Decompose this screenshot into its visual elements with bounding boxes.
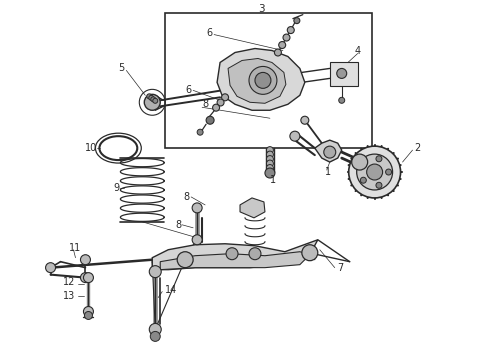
Circle shape bbox=[267, 165, 273, 171]
Bar bbox=[330, 62, 358, 86]
Circle shape bbox=[349, 146, 400, 198]
Circle shape bbox=[46, 263, 55, 273]
Polygon shape bbox=[240, 198, 265, 218]
Circle shape bbox=[192, 235, 202, 245]
Text: 12: 12 bbox=[63, 276, 75, 287]
Circle shape bbox=[265, 168, 275, 178]
Text: 1: 1 bbox=[270, 175, 276, 185]
Text: 13: 13 bbox=[63, 291, 75, 301]
Circle shape bbox=[206, 116, 214, 124]
Text: 10: 10 bbox=[84, 143, 97, 153]
Circle shape bbox=[386, 169, 392, 175]
Circle shape bbox=[84, 311, 93, 319]
Circle shape bbox=[80, 273, 91, 283]
Polygon shape bbox=[315, 140, 342, 162]
Circle shape bbox=[357, 154, 392, 190]
Circle shape bbox=[367, 164, 383, 180]
Circle shape bbox=[83, 306, 94, 316]
Circle shape bbox=[267, 151, 273, 158]
Circle shape bbox=[339, 97, 345, 103]
Polygon shape bbox=[152, 240, 318, 270]
Circle shape bbox=[149, 323, 161, 336]
Circle shape bbox=[294, 18, 300, 24]
Circle shape bbox=[217, 99, 224, 106]
Text: 2: 2 bbox=[415, 143, 421, 153]
Text: 1: 1 bbox=[325, 167, 331, 177]
Circle shape bbox=[192, 203, 202, 213]
Circle shape bbox=[80, 255, 91, 265]
Circle shape bbox=[249, 67, 277, 94]
Circle shape bbox=[360, 177, 367, 183]
Circle shape bbox=[267, 156, 273, 163]
Text: 8: 8 bbox=[175, 220, 181, 230]
Bar bbox=[165, 13, 371, 148]
Circle shape bbox=[376, 182, 382, 188]
Text: 9: 9 bbox=[113, 183, 120, 193]
Text: 11: 11 bbox=[69, 243, 81, 253]
Circle shape bbox=[255, 72, 271, 88]
Polygon shape bbox=[160, 252, 310, 270]
Circle shape bbox=[267, 160, 273, 167]
Circle shape bbox=[302, 245, 318, 261]
Circle shape bbox=[376, 156, 382, 162]
Circle shape bbox=[144, 94, 160, 110]
Text: 7: 7 bbox=[337, 263, 343, 273]
Circle shape bbox=[279, 41, 286, 49]
Circle shape bbox=[360, 161, 367, 167]
Circle shape bbox=[274, 49, 281, 56]
Circle shape bbox=[287, 27, 294, 33]
Circle shape bbox=[301, 116, 309, 124]
Circle shape bbox=[226, 248, 238, 260]
Circle shape bbox=[221, 94, 228, 101]
Text: 8: 8 bbox=[183, 192, 189, 202]
Polygon shape bbox=[217, 49, 305, 110]
Circle shape bbox=[197, 129, 203, 135]
Circle shape bbox=[177, 252, 193, 268]
Text: 4: 4 bbox=[355, 45, 361, 55]
Circle shape bbox=[213, 104, 220, 111]
Text: 6: 6 bbox=[185, 85, 191, 95]
Circle shape bbox=[153, 98, 158, 103]
Circle shape bbox=[352, 154, 368, 170]
Text: 6: 6 bbox=[206, 28, 212, 37]
Circle shape bbox=[337, 68, 347, 78]
Text: 14: 14 bbox=[165, 284, 177, 294]
Circle shape bbox=[267, 147, 273, 154]
Circle shape bbox=[283, 34, 290, 41]
Circle shape bbox=[249, 248, 261, 260]
Text: 5: 5 bbox=[119, 63, 124, 73]
Circle shape bbox=[149, 95, 154, 100]
Circle shape bbox=[290, 131, 300, 141]
Polygon shape bbox=[228, 58, 286, 103]
Text: 8: 8 bbox=[202, 99, 208, 109]
Circle shape bbox=[151, 97, 156, 102]
Circle shape bbox=[324, 146, 336, 158]
Text: 3: 3 bbox=[259, 4, 265, 14]
Circle shape bbox=[150, 332, 160, 341]
Circle shape bbox=[147, 94, 152, 99]
Circle shape bbox=[149, 266, 161, 278]
Circle shape bbox=[83, 273, 94, 283]
